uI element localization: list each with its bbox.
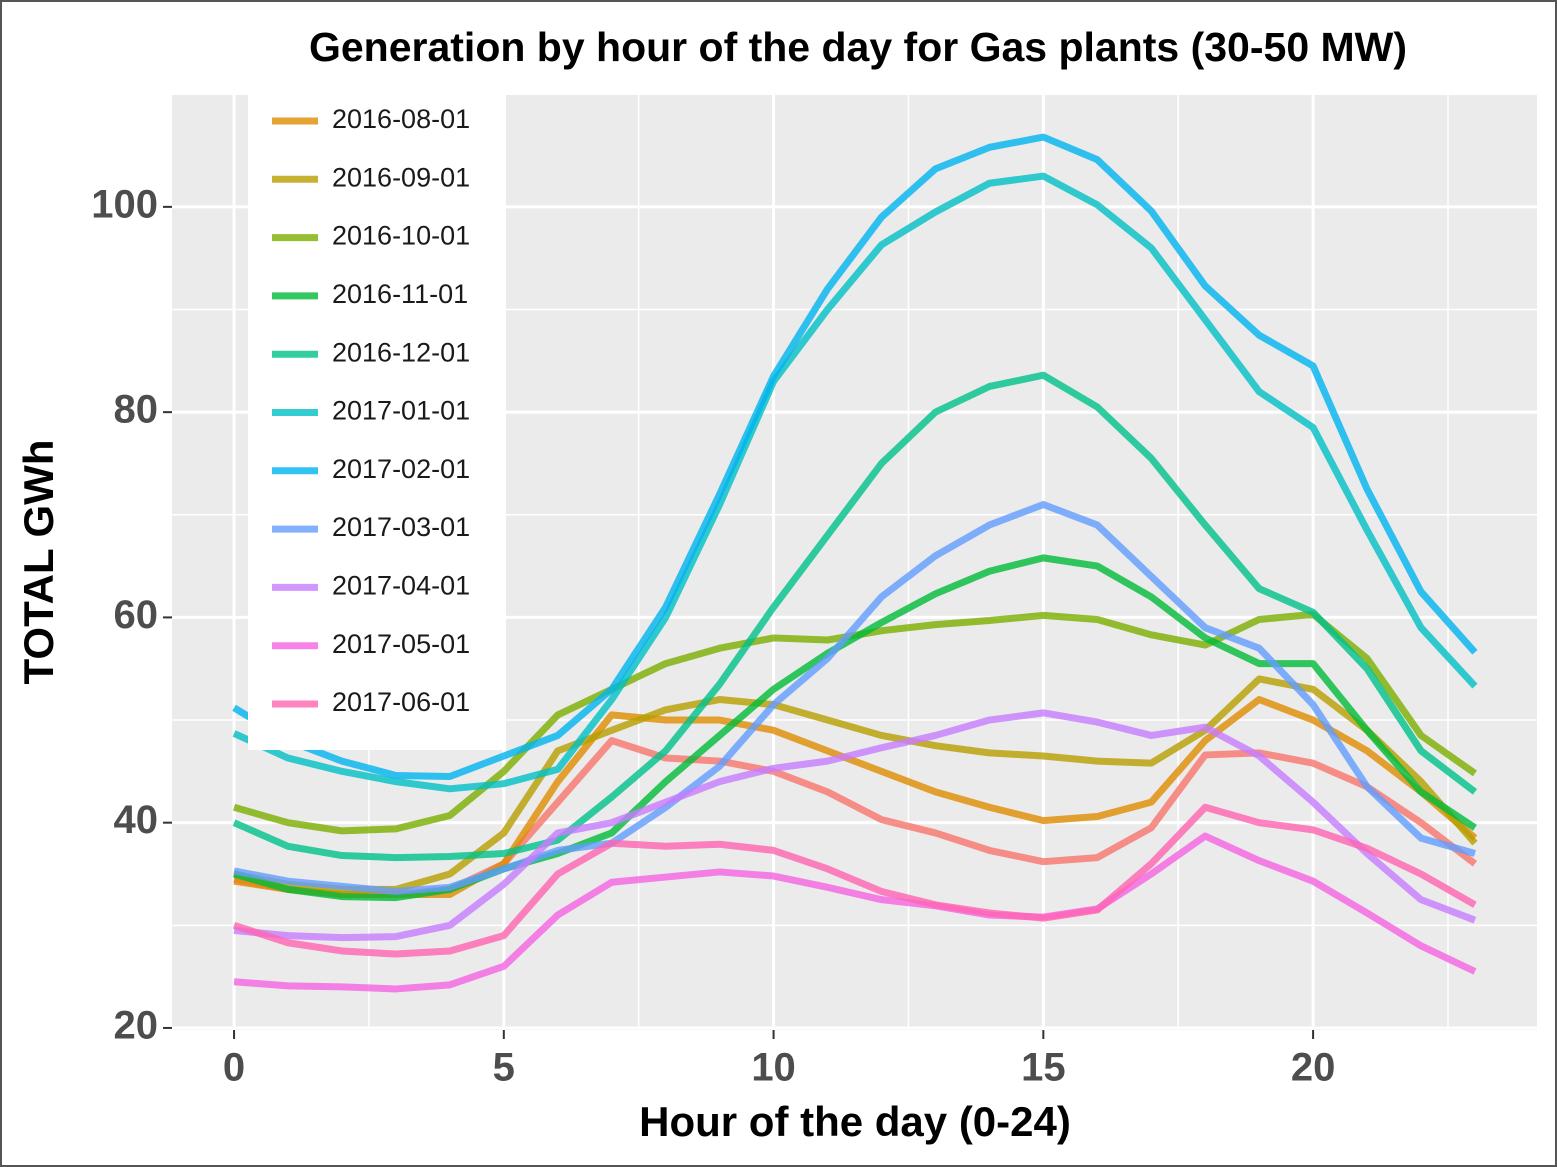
legend-label: 2017-05-01	[332, 629, 470, 659]
series-line	[233, 675, 1478, 893]
x-tick-label: 10	[751, 1046, 796, 1090]
x-tick-label: 15	[1021, 1046, 1066, 1090]
x-axis-label: Hour of the day (0-24)	[639, 1098, 1071, 1145]
y-tick-label: 60	[114, 593, 159, 637]
legend-label: 2016-10-01	[332, 221, 470, 251]
legend-label: 2017-06-01	[332, 687, 470, 717]
legend-label: 2016-09-01	[332, 162, 470, 192]
legend-label: 2016-12-01	[332, 337, 470, 367]
series-line	[233, 501, 1476, 895]
legend-label: 2016-08-01	[332, 104, 470, 134]
legend-label: 2017-01-01	[332, 396, 470, 426]
series-line	[232, 803, 1477, 958]
x-tick-label: 0	[223, 1046, 245, 1090]
series-line	[233, 696, 1478, 899]
series-line	[232, 172, 1478, 793]
chart-title: Generation by hour of the day for Gas pl…	[309, 24, 1407, 70]
series-line	[233, 832, 1477, 993]
legend-label: 2017-04-01	[332, 571, 470, 601]
axes: 0 5 10 15 20 20 40 60 80 100	[91, 182, 1335, 1089]
legend: 2016-08-01 2016-09-01 2016-10-01 2016-11-01…	[272, 104, 470, 717]
legend-label: 2017-02-01	[332, 454, 470, 484]
lines	[232, 133, 1478, 993]
y-tick-label: 20	[114, 1004, 159, 1048]
y-tick-label: 100	[91, 182, 158, 226]
legend-label: 2017-03-01	[332, 512, 470, 542]
y-tick-label: 40	[114, 798, 159, 842]
y-axis-label: TOTAL GWh	[15, 440, 62, 685]
x-tick-label: 20	[1291, 1046, 1336, 1090]
y-tick-label: 80	[114, 388, 159, 432]
series-line	[232, 371, 1478, 862]
series-line	[232, 133, 1478, 780]
x-tick-label: 5	[493, 1046, 515, 1090]
legend-label: 2016-11-01	[332, 279, 468, 309]
series-line	[233, 709, 1477, 942]
